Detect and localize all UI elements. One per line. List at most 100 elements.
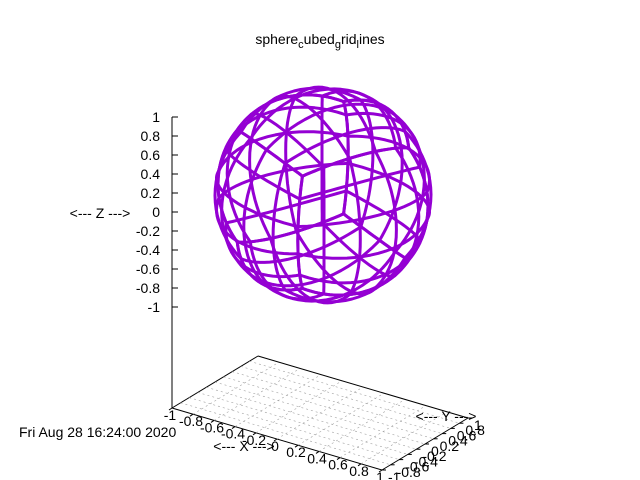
y-tick-label: 0 [431, 443, 439, 459]
grid-line-x [297, 392, 385, 446]
x-tick-label: 1 [376, 469, 384, 480]
sphere-grid-line [248, 101, 272, 240]
sphere-grid-line [374, 150, 398, 289]
grid-line-x [276, 386, 364, 440]
sphere-grid-line [225, 189, 347, 225]
timestamp: Fri Aug 28 16:24:00 2020 [19, 424, 176, 440]
sphere-grid-line [299, 165, 421, 201]
z-tick-labels: 1 0.8 0.6 0.4 0.2 0 -0.2 -0.4 -0.6 -0.8 -1 [136, 109, 178, 315]
sphere-grid-line [347, 134, 431, 193]
grid-line-y [232, 371, 443, 434]
sphere-surface [213, 85, 433, 305]
x-tick [231, 426, 236, 430]
grid-line-y [180, 402, 391, 466]
base-grid [171, 355, 469, 471]
x-tick [189, 413, 194, 417]
sphere-grid-line [301, 146, 409, 178]
x-tick-label: 0.6 [328, 457, 348, 473]
y-tick-label: 0.2 [440, 438, 460, 454]
y-tick-label: 0.8 [465, 422, 485, 438]
grid-line-x [360, 411, 448, 465]
y-tick-label: 0.6 [457, 427, 477, 443]
y-tick-label: -0.6 [405, 459, 429, 475]
grid-line-y [206, 386, 417, 450]
x-tick [357, 463, 362, 467]
x-tick-label: -1 [164, 407, 177, 423]
x-tick [273, 438, 278, 442]
x-tick-label: -0.4 [221, 426, 245, 442]
sphere-grid-line [296, 176, 304, 289]
sphere-grid-line [240, 225, 362, 264]
grid-line-x [339, 405, 427, 458]
chart-title: spherecubedgridlines [255, 31, 384, 51]
sphere-grid-line [321, 89, 398, 149]
sphere-grid-line [213, 131, 243, 260]
x-tick-label: 0.2 [286, 444, 306, 460]
z-tick-label: 0.6 [141, 147, 161, 163]
sphere-grid-line [284, 94, 298, 232]
x-tick-label: 0 [271, 438, 279, 454]
x-tick-label: -0.2 [242, 432, 266, 448]
x-tick [315, 450, 320, 454]
x-tick-label: 0.4 [307, 450, 327, 466]
grid-line-y [189, 397, 400, 460]
grid-line-y [249, 360, 460, 424]
x-tick [252, 432, 257, 436]
sphere-grid-line [249, 239, 381, 288]
z-tick-label: -0.6 [136, 261, 160, 277]
sphere-grid-line [342, 212, 410, 262]
y-tick-label: -0.8 [397, 464, 421, 480]
sphere-grid-line [269, 238, 351, 305]
sphere-grid-line [342, 101, 350, 214]
x-tick [294, 444, 299, 448]
y-tick-label: 0.4 [448, 433, 468, 449]
x-tick-label: 0.8 [349, 463, 369, 479]
sphere-grid-line [236, 93, 345, 131]
grid-line-x [213, 368, 301, 421]
grid-line-y [197, 392, 408, 455]
sphere-grid-line [378, 102, 404, 242]
grid-line-y [240, 366, 451, 429]
x-tick-labels: -1 -0.8-0.6-0.4-0.2 0 0.2 0.4 0.6 0.8 1 [164, 407, 384, 480]
z-tick-label: 1 [152, 109, 160, 125]
y-tick-label: 1 [474, 417, 482, 433]
sphere-grid-line [297, 218, 429, 260]
sphere-grid-line [284, 126, 406, 165]
z-tick-label: 0.8 [141, 128, 161, 144]
grid-line-x [318, 399, 406, 452]
y-tick-label: -0.2 [422, 448, 446, 464]
x-tick [210, 419, 215, 423]
sphere-grid-line [301, 259, 410, 297]
z-tick-label: -0.8 [136, 280, 160, 296]
sphere-grid-line [236, 128, 304, 178]
sphere-grid-line [321, 221, 397, 278]
sphere-grid-line [242, 148, 268, 288]
sphere-grid-line [343, 98, 411, 148]
sphere-grid-line [265, 102, 397, 151]
x-tick-label: -0.6 [200, 419, 224, 435]
sphere-grid-line [217, 130, 349, 172]
x-axis-label: <--- X ---> [213, 438, 274, 454]
grid-line-y [214, 381, 426, 445]
z-tick-label: 0.2 [141, 185, 161, 201]
y-tick-labels: -1-0.8-0.6-0.4-0.20 0.20.40.60.81 [382, 417, 485, 480]
grid-line-y [223, 376, 434, 440]
x-tick-label: -0.8 [179, 413, 203, 429]
x-tick [168, 407, 173, 411]
z-tick-label: 0 [152, 204, 160, 220]
z-tick-label: -1 [148, 299, 161, 315]
sphere-grid-line [237, 212, 345, 244]
z-axis-label: <--- Z ---> [70, 205, 131, 221]
grid-line-x [255, 380, 343, 434]
sphere-grid-line [347, 161, 431, 221]
sphere-grid-line [407, 146, 430, 262]
z-tick-label: -0.2 [136, 223, 160, 239]
z-tick-label: 0.4 [141, 166, 161, 182]
z-tick-label: -0.4 [136, 242, 160, 258]
sphere-grid-line [295, 230, 377, 296]
sphere-grid-line [348, 158, 362, 296]
x-tick [378, 469, 383, 473]
y-tick-label: -0.4 [414, 453, 438, 469]
grid-line-y [257, 355, 469, 419]
